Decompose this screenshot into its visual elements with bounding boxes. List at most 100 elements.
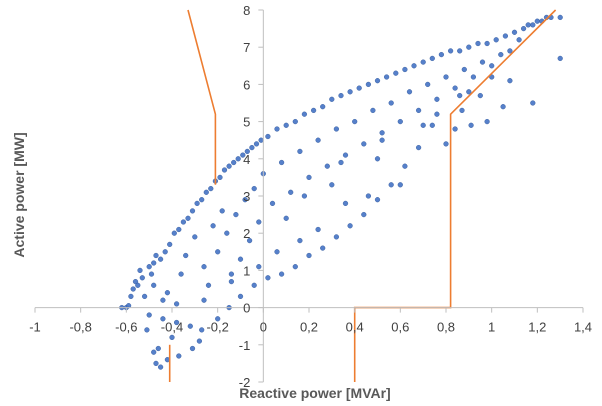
- data-point: [557, 14, 563, 21]
- data-point: [130, 286, 136, 292]
- data-point: [530, 100, 536, 106]
- x-tick-label: 0: [260, 320, 267, 335]
- data-point: [484, 118, 490, 125]
- data-point: [443, 74, 449, 80]
- data-point: [452, 126, 458, 132]
- data-point: [342, 200, 349, 207]
- data-point: [144, 327, 150, 333]
- data-point: [329, 182, 335, 188]
- data-point: [283, 215, 289, 221]
- data-point: [240, 152, 246, 158]
- data-point: [361, 141, 367, 147]
- data-point: [155, 345, 161, 352]
- data-point: [311, 107, 317, 114]
- points-layer: [119, 14, 563, 370]
- y-tick-label: 8: [243, 3, 250, 18]
- data-point: [242, 197, 248, 203]
- data-point: [253, 141, 260, 147]
- data-point: [530, 22, 536, 28]
- data-point: [329, 96, 335, 102]
- data-point: [525, 22, 531, 28]
- data-point: [279, 159, 285, 166]
- data-point: [265, 275, 271, 281]
- data-point: [498, 51, 504, 58]
- x-tick-label: 0,8: [437, 320, 455, 335]
- data-point: [461, 66, 467, 73]
- data-point: [457, 92, 463, 99]
- data-point: [507, 78, 513, 84]
- data-point: [292, 264, 298, 270]
- data-point: [256, 264, 262, 270]
- data-point: [205, 282, 212, 288]
- data-point: [333, 126, 340, 132]
- data-point: [199, 197, 205, 203]
- y-tick-label: 5: [243, 115, 250, 130]
- data-point: [301, 193, 308, 199]
- y-tick-label: 0: [243, 301, 250, 316]
- data-point: [233, 212, 239, 218]
- data-point: [269, 200, 276, 207]
- x-axis-title: Reactive power [MVAr]: [239, 385, 390, 401]
- data-point: [438, 51, 445, 58]
- data-point: [132, 279, 139, 285]
- data-point: [489, 63, 495, 69]
- data-point: [148, 271, 155, 277]
- data-point: [347, 89, 353, 95]
- data-point: [534, 18, 540, 24]
- data-point: [208, 186, 214, 192]
- data-point: [215, 316, 221, 322]
- data-point: [160, 316, 166, 322]
- data-point: [283, 122, 289, 128]
- data-point: [153, 252, 159, 259]
- data-point: [393, 70, 399, 76]
- data-point: [434, 96, 440, 102]
- data-point: [324, 163, 330, 169]
- x-tick-labels: -1 -0,8 -0,6 -0,4 -0,2 0 0,2 0,4 0,6 0,8 1 1,2 1,4: [29, 320, 592, 335]
- data-point: [502, 33, 509, 39]
- data-point: [374, 197, 381, 203]
- data-point: [199, 327, 205, 333]
- data-point: [247, 238, 253, 244]
- y-tick-label: 4: [243, 152, 250, 167]
- boundary-line: [353, 9, 557, 382]
- data-point: [201, 297, 207, 303]
- data-point: [416, 145, 422, 151]
- y-tick-label: -2: [239, 375, 251, 390]
- data-point: [189, 345, 196, 352]
- x-tick-label: -0,6: [115, 320, 137, 335]
- data-point: [153, 360, 159, 367]
- data-point: [468, 122, 474, 128]
- data-point: [475, 40, 481, 47]
- data-point: [338, 92, 344, 99]
- data-point: [235, 156, 241, 162]
- data-point: [443, 141, 449, 147]
- data-point: [249, 145, 255, 151]
- data-point: [315, 226, 321, 233]
- data-point: [228, 271, 235, 277]
- data-point: [151, 260, 157, 266]
- data-point: [470, 74, 477, 80]
- data-point: [265, 133, 271, 140]
- data-point: [219, 208, 225, 214]
- data-point: [411, 63, 417, 69]
- y-tick-label: 3: [243, 189, 250, 204]
- y-tick-labels: -2 -1 0 1 2 3 4 5 6 7 8: [239, 3, 251, 390]
- data-point: [228, 279, 235, 285]
- data-point: [416, 107, 422, 114]
- data-point: [128, 293, 134, 300]
- boundary-line: [187, 9, 217, 185]
- data-point: [237, 293, 244, 300]
- data-point: [338, 159, 344, 166]
- data-point: [500, 104, 506, 110]
- data-point: [484, 40, 490, 47]
- data-point: [320, 104, 326, 110]
- data-point: [459, 107, 465, 114]
- data-point: [342, 152, 349, 158]
- y-tick-label: 7: [243, 40, 250, 55]
- data-point: [466, 44, 472, 50]
- data-point: [292, 118, 298, 125]
- data-point: [429, 55, 435, 62]
- data-point: [244, 148, 250, 155]
- data-point: [489, 74, 495, 80]
- data-point: [158, 256, 164, 262]
